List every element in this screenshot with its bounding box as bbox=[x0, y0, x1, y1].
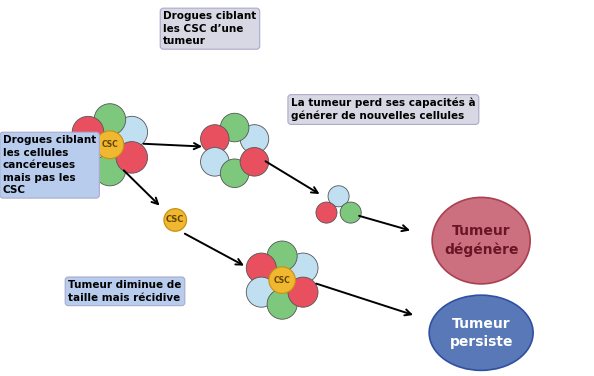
Ellipse shape bbox=[164, 209, 187, 231]
Ellipse shape bbox=[288, 253, 318, 283]
Ellipse shape bbox=[201, 147, 229, 176]
Ellipse shape bbox=[72, 116, 104, 148]
Ellipse shape bbox=[116, 116, 147, 148]
Text: Tumeur
persiste: Tumeur persiste bbox=[450, 317, 513, 349]
Ellipse shape bbox=[269, 267, 295, 293]
Ellipse shape bbox=[247, 253, 276, 283]
Ellipse shape bbox=[94, 104, 126, 135]
Ellipse shape bbox=[220, 159, 249, 188]
Text: Tumeur
dégénère: Tumeur dégénère bbox=[444, 224, 519, 257]
Ellipse shape bbox=[240, 147, 268, 176]
Ellipse shape bbox=[432, 197, 530, 284]
Ellipse shape bbox=[116, 142, 147, 173]
Ellipse shape bbox=[96, 131, 124, 159]
Text: La tumeur perd ses capacités à
générer de nouvelles cellules: La tumeur perd ses capacités à générer d… bbox=[291, 98, 476, 121]
Ellipse shape bbox=[429, 295, 533, 370]
Ellipse shape bbox=[201, 125, 229, 153]
Ellipse shape bbox=[267, 241, 297, 271]
Text: Tumeur diminue de
taille mais récidive: Tumeur diminue de taille mais récidive bbox=[68, 280, 182, 303]
Ellipse shape bbox=[72, 142, 104, 173]
Ellipse shape bbox=[267, 289, 297, 319]
Text: Drogues ciblant
les CSC d’une
tumeur: Drogues ciblant les CSC d’une tumeur bbox=[163, 11, 257, 46]
Text: CSC: CSC bbox=[274, 276, 290, 285]
Ellipse shape bbox=[316, 202, 337, 223]
Ellipse shape bbox=[240, 125, 268, 153]
Ellipse shape bbox=[328, 186, 349, 207]
Ellipse shape bbox=[94, 154, 126, 186]
Text: CSC: CSC bbox=[102, 140, 118, 149]
Ellipse shape bbox=[340, 202, 361, 223]
Text: CSC: CSC bbox=[166, 215, 184, 224]
Text: Drogues ciblant
les cellules
cancéreuses
mais pas les
CSC: Drogues ciblant les cellules cancéreuses… bbox=[3, 135, 96, 195]
Ellipse shape bbox=[288, 277, 318, 307]
Ellipse shape bbox=[247, 277, 276, 307]
Ellipse shape bbox=[220, 113, 249, 142]
